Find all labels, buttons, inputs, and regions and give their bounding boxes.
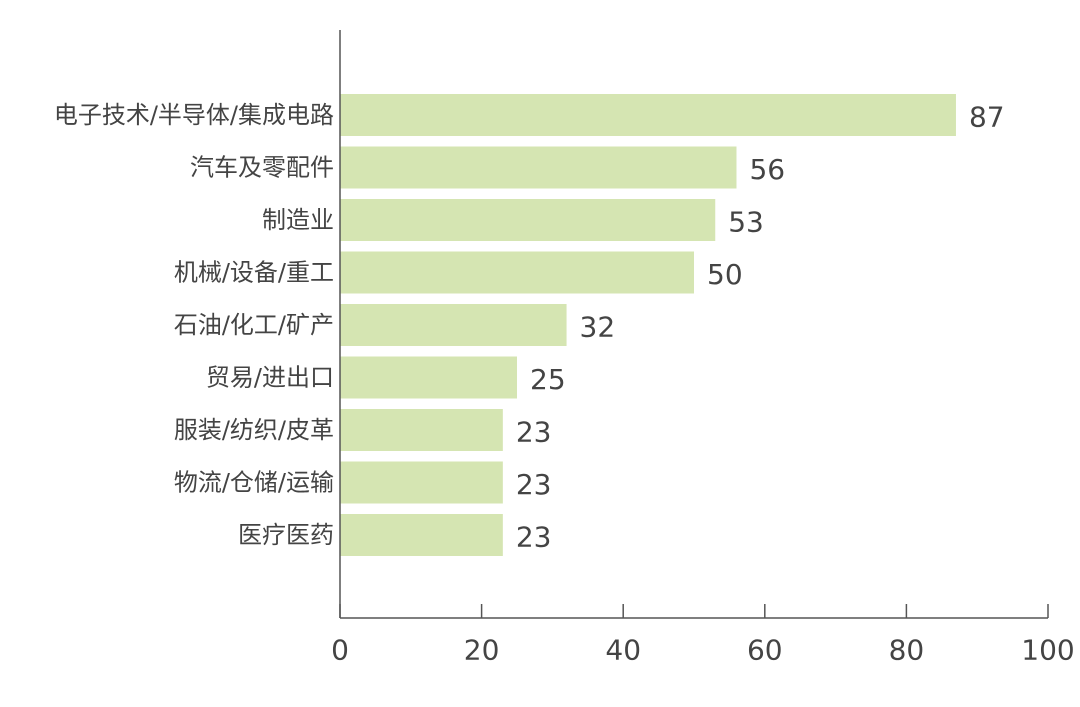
category-label-3: 机械/设备/重工 bbox=[174, 259, 334, 287]
x-tick-label-4: 80 bbox=[889, 634, 925, 667]
category-label-0: 电子技术/半导体/集成电路 bbox=[54, 101, 334, 129]
bar-5 bbox=[340, 356, 517, 399]
value-label-6: 23 bbox=[516, 416, 552, 449]
value-label-5: 25 bbox=[530, 363, 566, 396]
category-label-2: 制造业 bbox=[262, 206, 334, 234]
value-label-2: 53 bbox=[728, 206, 764, 239]
x-tick-label-0: 0 bbox=[331, 634, 349, 667]
value-label-1: 56 bbox=[749, 153, 785, 186]
value-label-3: 50 bbox=[707, 258, 743, 291]
bar-7 bbox=[340, 461, 503, 504]
bar-2 bbox=[340, 199, 716, 241]
value-label-7: 23 bbox=[516, 468, 552, 501]
bar-4 bbox=[340, 304, 567, 346]
category-label-1: 汽车及零配件 bbox=[190, 154, 334, 182]
bar-0 bbox=[340, 94, 956, 136]
category-label-4: 石油/化工/矿产 bbox=[174, 311, 334, 339]
value-label-4: 32 bbox=[580, 311, 616, 344]
x-tick-label-3: 60 bbox=[747, 634, 783, 667]
x-tick-label-2: 40 bbox=[605, 634, 641, 667]
bar-6 bbox=[340, 409, 503, 451]
category-label-6: 服装/纺织/皮革 bbox=[174, 416, 334, 444]
x-tick-label-1: 20 bbox=[464, 634, 500, 667]
value-label-0: 87 bbox=[969, 101, 1005, 134]
bar-3 bbox=[340, 251, 694, 294]
bar-1 bbox=[340, 146, 737, 189]
x-tick-label-5: 100 bbox=[1021, 634, 1074, 667]
category-label-7: 物流/仓储/运输 bbox=[174, 469, 334, 497]
value-label-8: 23 bbox=[516, 521, 552, 554]
category-label-8: 医疗医药 bbox=[238, 521, 334, 549]
bar-8 bbox=[340, 514, 503, 556]
category-label-5: 贸易/进出口 bbox=[206, 364, 334, 392]
